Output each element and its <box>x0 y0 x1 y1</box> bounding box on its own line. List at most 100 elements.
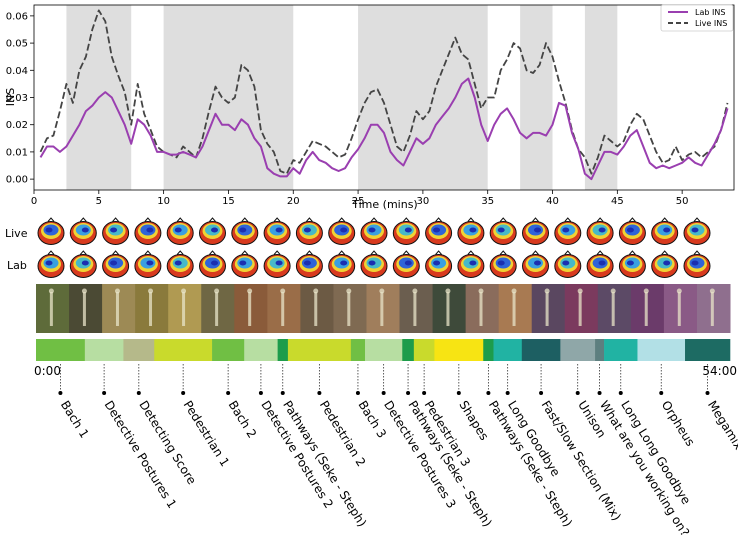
head-contour <box>534 227 541 233</box>
dancer-head <box>114 288 120 294</box>
head-nose <box>402 250 410 255</box>
head-nose <box>596 217 604 222</box>
dancer-figure <box>644 292 648 326</box>
timeline-segment <box>287 339 352 361</box>
x-tick-label: 10 <box>157 196 170 207</box>
live-topomap-head <box>199 217 226 245</box>
section-marker-dot <box>575 391 580 395</box>
lab-topomap-head <box>618 250 646 278</box>
head-nose <box>370 250 378 255</box>
dancer-figure <box>512 292 516 326</box>
live-topomap-head <box>102 217 130 245</box>
head-contour <box>433 227 441 233</box>
head-contour <box>497 260 505 266</box>
head-nose <box>532 250 539 255</box>
head-contour <box>275 227 283 233</box>
y-tick-label: 0.00 <box>6 175 28 186</box>
head-nose <box>499 217 507 222</box>
lab-topomap-head <box>554 250 582 278</box>
section-marker-dot <box>58 391 63 395</box>
section-marker-dot <box>381 391 386 395</box>
x-tick-label: 20 <box>287 196 300 207</box>
section-label: Megamix <box>705 398 738 452</box>
dancer-head <box>445 288 451 294</box>
dancer-head <box>81 288 87 294</box>
dancer-head <box>214 288 220 294</box>
head-nose <box>273 250 281 255</box>
ins-plot: 0.00 0.01 0.02 0.03 0.04 0.05 0.06 0 5 10 15 20 25 3… <box>4 4 735 211</box>
live-topomap-head <box>69 217 97 245</box>
live-topomap-head <box>489 217 517 245</box>
head-contour <box>663 227 671 233</box>
head-contour <box>691 260 699 266</box>
section-marker-dot <box>422 391 427 395</box>
dancer-head <box>48 288 54 294</box>
lab-topomap-head <box>392 250 420 278</box>
lab-topomap-head <box>683 250 711 278</box>
head-nose <box>435 217 442 222</box>
head-contour <box>110 227 118 233</box>
head-contour <box>303 260 311 266</box>
timeline-segment <box>493 339 523 361</box>
x-tick-label: 45 <box>611 196 624 207</box>
lab-topomap-head <box>134 250 162 278</box>
head-contour <box>433 260 441 266</box>
live-topomap-head <box>651 217 679 245</box>
dancer-figure <box>248 292 252 326</box>
live-topomap-head <box>683 217 711 245</box>
timeline-segment <box>212 339 245 361</box>
live-topomap-head <box>618 217 646 245</box>
legend-live-label: Live INS <box>695 19 727 28</box>
section-marker-dot <box>659 391 664 395</box>
live-topomap-head <box>295 217 323 245</box>
section-marker-dot <box>181 391 186 395</box>
head-nose <box>79 250 87 255</box>
dancer-head <box>412 288 418 294</box>
dancer-head <box>148 288 154 294</box>
lab-topomap-head <box>328 250 356 278</box>
timeline-segment <box>154 339 213 361</box>
live-topomap-head <box>134 217 162 245</box>
topomap-rows <box>37 217 711 278</box>
dancer-figure <box>611 292 615 326</box>
section-label: Pedestrian 1 <box>181 398 233 469</box>
head-contour <box>368 260 376 266</box>
dancer-figure <box>182 292 186 326</box>
live-topomap-head <box>586 217 614 245</box>
head-contour <box>45 227 53 233</box>
x-tick-label: 5 <box>96 196 102 207</box>
shaded-interval <box>520 5 553 190</box>
lab-topomap-head <box>489 250 517 278</box>
dancer-figure <box>578 292 582 326</box>
section-label: Orpheus <box>659 398 698 449</box>
dancer-head <box>280 288 286 294</box>
head-contour <box>368 227 376 233</box>
x-tick-label: 35 <box>481 196 494 207</box>
head-nose <box>402 217 410 222</box>
head-contour <box>469 260 477 266</box>
timeline-segment <box>350 339 366 361</box>
head-contour <box>81 227 89 233</box>
section-marker-dot <box>505 391 510 395</box>
head-nose <box>144 217 152 222</box>
live-topomap-head <box>166 217 194 245</box>
timeline-segment <box>637 339 686 361</box>
dancer-head <box>313 288 319 294</box>
live-topomap-head <box>425 217 453 245</box>
timeline-segment <box>483 339 494 361</box>
lab-topomap-head <box>295 250 323 278</box>
lab-topomap-head <box>586 250 614 278</box>
head-nose <box>209 250 216 255</box>
timeline-start-label: 0:00 <box>34 364 61 378</box>
x-axis: 0 5 10 15 20 25 30 35 40 45 50 <box>31 190 689 207</box>
y-axis-label: INS <box>4 88 17 106</box>
live-topomap-head <box>360 217 388 245</box>
head-nose <box>112 217 119 222</box>
timeline-segment <box>84 339 124 361</box>
head-contour <box>663 260 671 266</box>
dancer-figure <box>49 292 53 326</box>
lab-topomap-head <box>522 250 549 278</box>
dancer-head <box>709 288 715 294</box>
lab-topomap-head <box>69 250 97 278</box>
section-marker-dot <box>226 391 231 395</box>
